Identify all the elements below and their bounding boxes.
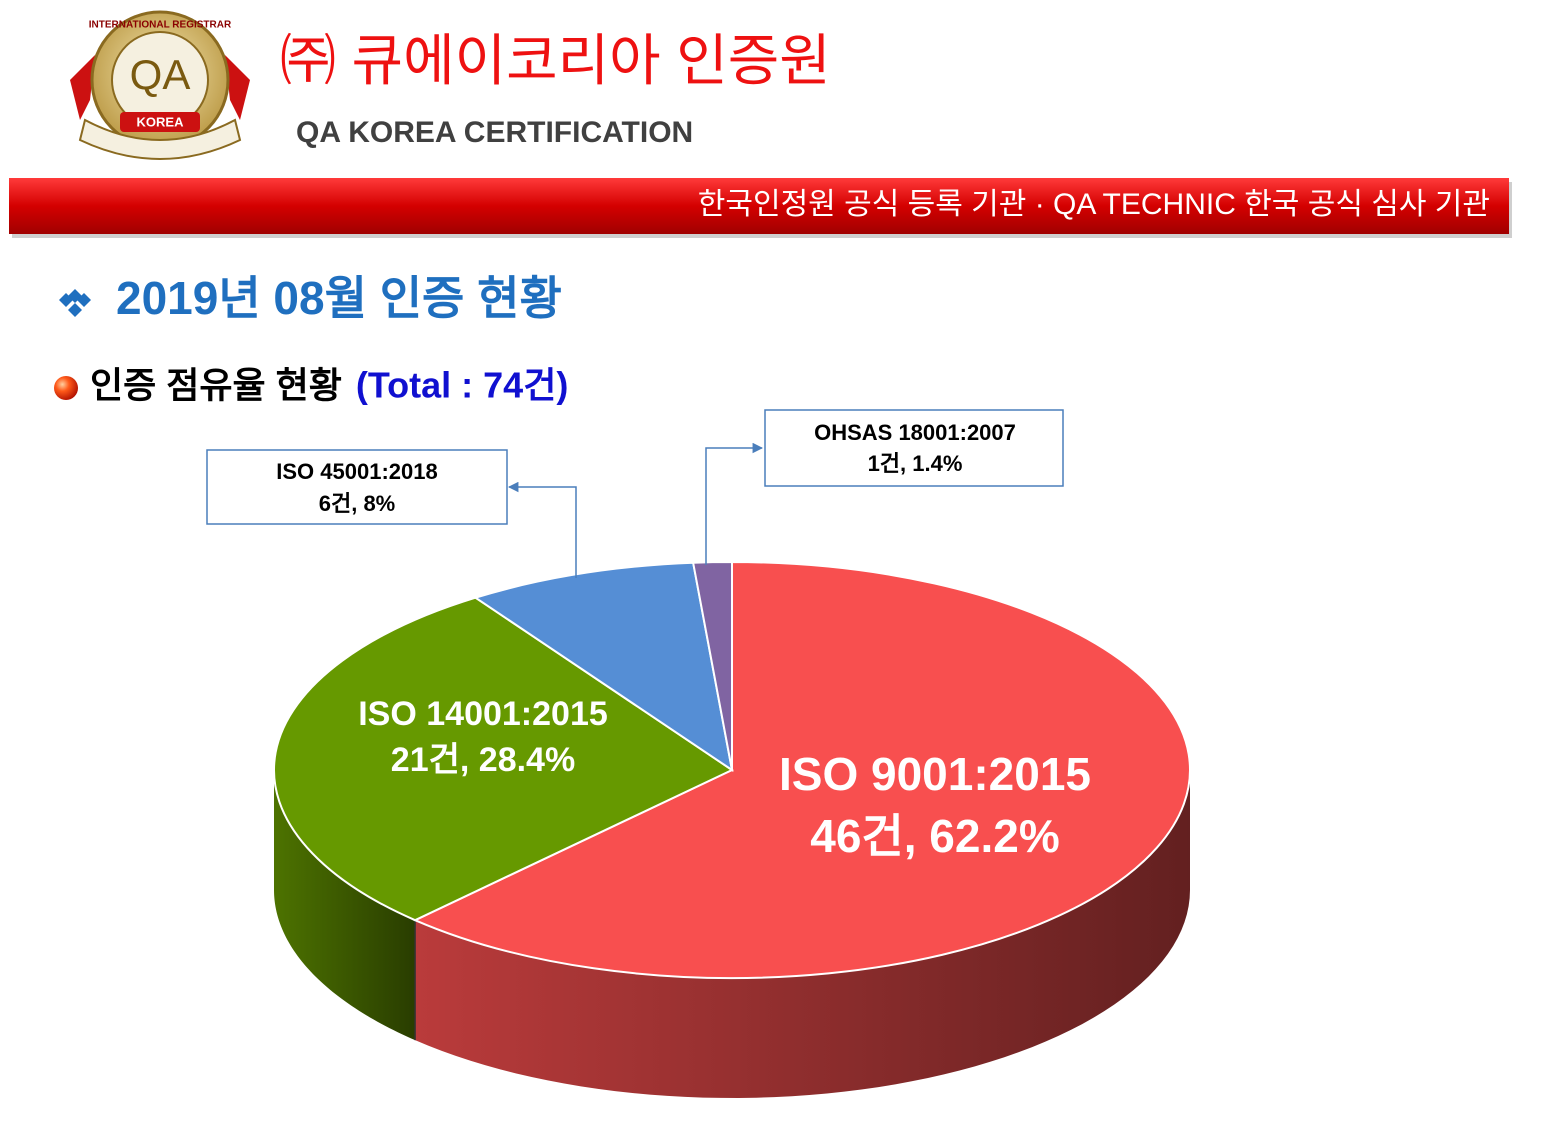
company-name: ㈜ 큐에이코리아 인증원 bbox=[280, 29, 831, 92]
pie-side bbox=[274, 770, 416, 1041]
logo: INTERNATIONAL REGISTRAR QA KOREA bbox=[70, 10, 250, 160]
chart-bullet bbox=[54, 376, 78, 400]
banner bbox=[9, 178, 1509, 234]
company-name-en: QA KOREA CERTIFICATION bbox=[296, 116, 693, 149]
label-box bbox=[206, 449, 508, 525]
slice-value-label: 6건, 8% bbox=[319, 491, 396, 516]
section-bullet bbox=[59, 289, 91, 317]
section-title: 2019년 08월 인증 현황 bbox=[116, 272, 562, 324]
pie-slice bbox=[691, 560, 733, 771]
logo-country: KOREA bbox=[137, 114, 185, 129]
label-connector bbox=[705, 442, 764, 565]
slice-value-label: 46건, 62.2% bbox=[810, 810, 1059, 862]
label-connector bbox=[507, 481, 577, 578]
pie-slice bbox=[473, 561, 734, 773]
pie-slice bbox=[273, 596, 735, 922]
slice-label: OHSAS 18001:2007 bbox=[814, 420, 1016, 445]
pie-slice bbox=[412, 560, 1191, 979]
pie-chart: ISO 9001:2015 46건, 62.2% ISO 14001:2015 21건… bbox=[206, 409, 1191, 1098]
slice-label: ISO 14001:2015 bbox=[358, 695, 608, 733]
slice-value-label: 21건, 28.4% bbox=[391, 741, 575, 779]
logo-mark: QA bbox=[130, 51, 191, 98]
slice-value-label: 1건, 1.4% bbox=[868, 451, 963, 476]
label-box bbox=[764, 409, 1064, 487]
slice-label: ISO 45001:2018 bbox=[276, 459, 437, 484]
logo-ring: INTERNATIONAL REGISTRAR bbox=[89, 20, 232, 31]
slice-label: ISO 9001:2015 bbox=[779, 748, 1091, 800]
pie-side bbox=[415, 770, 1190, 1098]
chart-title: 인증 점유율 현황 bbox=[90, 365, 342, 406]
chart-subtitle: (Total : 74건) bbox=[356, 365, 568, 406]
banner-text: 한국인정원 공식 등록 기관 · QA TECHNIC 한국 공식 심사 기관 bbox=[698, 188, 1490, 221]
